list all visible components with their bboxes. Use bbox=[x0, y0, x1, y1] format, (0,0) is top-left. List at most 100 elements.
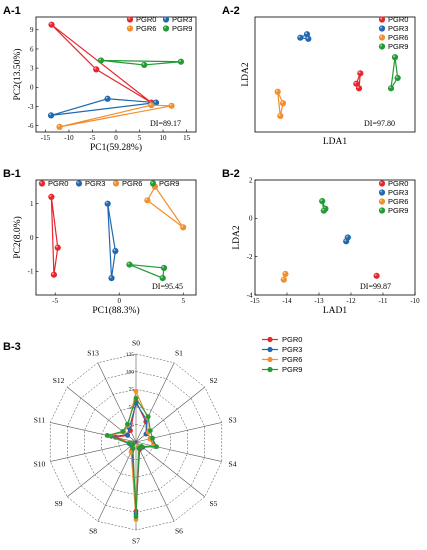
y-tick-label: -1 bbox=[28, 268, 34, 276]
radar-axis-label: S9 bbox=[55, 499, 63, 508]
data-point-pgr9-highlight bbox=[160, 276, 163, 279]
series-outline-pgr3 bbox=[50, 98, 157, 116]
series-outline-pgr6 bbox=[146, 185, 184, 228]
data-point-pgr3-highlight bbox=[105, 96, 108, 99]
radar-axis-label: S7 bbox=[132, 537, 140, 546]
legend-marker-pgr6 bbox=[112, 180, 120, 187]
data-point-pgr3-highlight bbox=[298, 35, 301, 38]
y-tick-label: 9 bbox=[30, 26, 34, 34]
data-point-pgr6 bbox=[144, 197, 151, 204]
y-tick-label: 3 bbox=[30, 65, 34, 73]
radar-point-pgr9 bbox=[145, 414, 151, 420]
data-point-pgr9-highlight bbox=[162, 265, 165, 268]
x-tick-label: -14 bbox=[282, 297, 292, 305]
y-tick-label: -4 bbox=[247, 291, 253, 299]
panel-label-a1: A-1 bbox=[3, 5, 21, 17]
legend-marker-pgr6-highlight bbox=[380, 199, 383, 202]
series-outline-pgr6 bbox=[277, 91, 284, 117]
legend-marker-pgr3 bbox=[378, 25, 386, 32]
legend-marker-pgr3 bbox=[75, 180, 83, 187]
x-tick-label: -5 bbox=[52, 297, 58, 305]
radar-spoke bbox=[135, 441, 205, 498]
data-point-pgr9 bbox=[319, 197, 326, 205]
radar-axis-label: S8 bbox=[89, 527, 97, 536]
radar-axis-label: S5 bbox=[209, 499, 217, 508]
radar-point-pgr9 bbox=[133, 514, 139, 520]
radar-legend-label-pgr0: PGR0 bbox=[282, 335, 302, 344]
radar-point-pgr9 bbox=[130, 445, 136, 451]
radar-point-pgr3 bbox=[124, 432, 130, 438]
legend-label-pgr9: PGR9 bbox=[388, 42, 408, 51]
radar-spoke bbox=[135, 441, 222, 462]
data-point-pgr3-highlight bbox=[49, 113, 52, 116]
x-tick-label: 5 bbox=[138, 134, 142, 142]
legend-marker-pgr3-highlight bbox=[77, 181, 80, 184]
data-point-pgr9-highlight bbox=[395, 75, 398, 78]
radar-legend-marker-pgr0 bbox=[267, 336, 273, 343]
data-point-pgr9 bbox=[177, 58, 185, 65]
plot-frame bbox=[35, 179, 197, 296]
x-tick-label: 5 bbox=[181, 297, 185, 305]
radar-spoke bbox=[67, 441, 137, 498]
y-tick-label: 0 bbox=[249, 215, 253, 223]
y-axis-label: LDA2 bbox=[232, 225, 242, 250]
x-tick-label: -15 bbox=[41, 134, 51, 142]
data-point-pgr9-highlight bbox=[142, 62, 145, 65]
data-point-pgr6-highlight bbox=[169, 103, 172, 106]
radar-spoke bbox=[135, 362, 175, 443]
radar-axis-label: S1 bbox=[175, 348, 183, 357]
radar-axis-label: S10 bbox=[34, 460, 46, 469]
radar-point-pgr6 bbox=[133, 388, 139, 394]
series-outline-pgr0 bbox=[50, 196, 59, 275]
data-point-pgr3 bbox=[108, 274, 115, 282]
data-point-pgr0 bbox=[373, 272, 380, 279]
plot-frame bbox=[254, 16, 416, 133]
data-point-pgr6-highlight bbox=[278, 113, 281, 116]
data-point-pgr0 bbox=[48, 193, 55, 201]
radar-legend-label-pgr3: PGR3 bbox=[282, 345, 302, 354]
radar-point-pgr9 bbox=[120, 429, 126, 434]
series-outline-pgr0 bbox=[51, 24, 152, 104]
radar-point-pgr9 bbox=[150, 435, 155, 441]
x-tick-label: -10 bbox=[410, 297, 420, 305]
radar-axis-label: S6 bbox=[175, 527, 183, 536]
radar-point-pgr9 bbox=[125, 421, 130, 427]
data-point-pgr9 bbox=[160, 264, 168, 272]
legend-marker-pgr0 bbox=[38, 180, 46, 187]
radar-tick-label: 100 bbox=[126, 370, 135, 376]
legend-label-pgr0: PGR0 bbox=[136, 15, 156, 24]
data-point-pgr6-highlight bbox=[275, 89, 278, 92]
data-point-pgr3-highlight bbox=[105, 201, 108, 204]
data-point-pgr0 bbox=[54, 244, 61, 251]
legend-marker-pgr9 bbox=[378, 207, 386, 214]
radar-legend-label-pgr9: PGR9 bbox=[282, 365, 302, 374]
series-outline-pgr6 bbox=[59, 104, 172, 128]
legend-marker-pgr0-highlight bbox=[40, 181, 43, 184]
legend-marker-pgr3 bbox=[162, 16, 170, 23]
data-point-pgr6-highlight bbox=[149, 103, 152, 106]
legend-marker-pgr9-highlight bbox=[380, 44, 383, 47]
radar-tick-label: 50 bbox=[129, 405, 135, 411]
legend-label-pgr0: PGR0 bbox=[388, 179, 408, 188]
radar-point-pgr9 bbox=[136, 445, 142, 451]
data-point-pgr6 bbox=[168, 102, 175, 109]
data-point-pgr6-highlight bbox=[57, 124, 60, 127]
data-point-pgr3 bbox=[104, 95, 111, 102]
y-tick-label: -3 bbox=[28, 103, 34, 111]
radar-axis-label: S2 bbox=[209, 376, 217, 385]
legend-label-pgr3: PGR3 bbox=[85, 179, 105, 188]
panel-label-a2: A-2 bbox=[222, 5, 240, 17]
legend-marker-pgr6 bbox=[378, 34, 386, 41]
data-point-pgr3 bbox=[104, 200, 111, 207]
radar-spoke bbox=[50, 422, 137, 443]
data-point-pgr0-highlight bbox=[55, 245, 58, 248]
panel-a1: -15 -10 -5 0 5 10 15 -6 -3 0 3 6 9 PC1(59.28%) PC2(13.… bbox=[12, 15, 197, 153]
y-tick-label: -6 bbox=[28, 122, 34, 130]
legend-marker-pgr9-highlight bbox=[380, 208, 383, 211]
radar-point-pgr9 bbox=[104, 433, 110, 438]
radar-grid-ring bbox=[84, 388, 188, 496]
x-tick-label: 15 bbox=[183, 134, 191, 142]
legend-marker-pgr3-highlight bbox=[164, 17, 167, 20]
data-point-pgr6 bbox=[274, 88, 281, 95]
